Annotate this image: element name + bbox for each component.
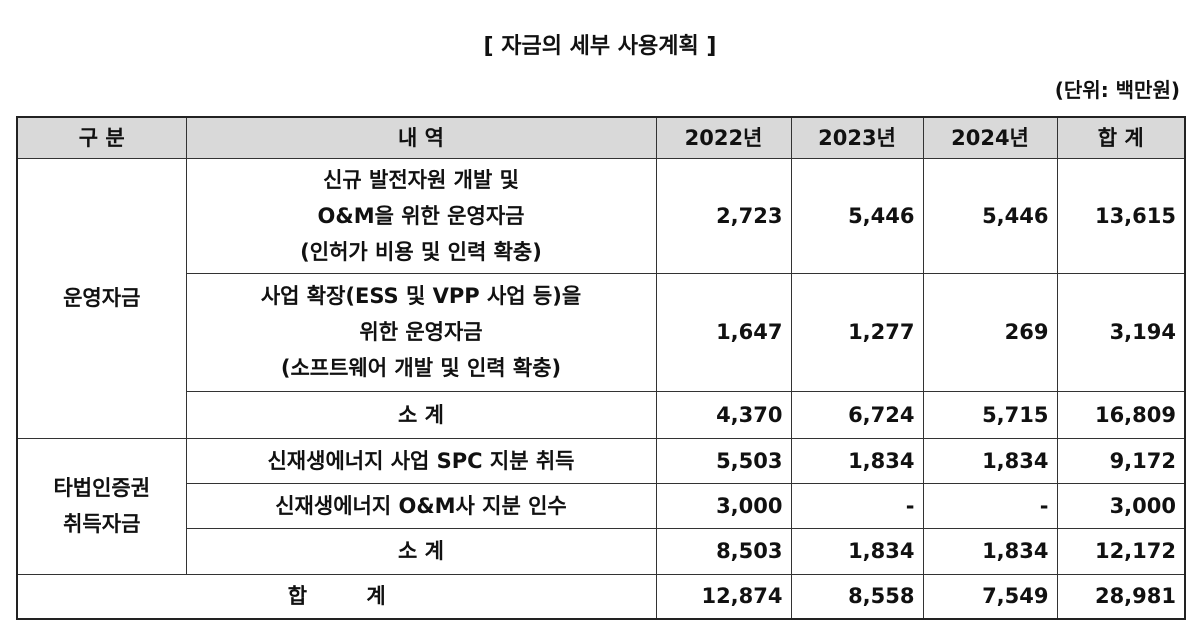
total-value: 12,874 <box>655 573 792 620</box>
value-cell: 9,172 <box>1056 437 1186 484</box>
value-cell: 16,809 <box>1056 390 1186 439</box>
value-cell: 1,834 <box>790 527 924 575</box>
item-line: (인허가 비용 및 인력 확충) <box>300 239 542 264</box>
value-cell: 8,503 <box>655 527 792 575</box>
value-cell: 6,724 <box>790 390 924 439</box>
item-line: 사업 확장(ESS 및 VPP 사업 등)을 <box>260 284 582 308</box>
value-cell: 1,834 <box>922 437 1058 484</box>
total-value: 7,549 <box>922 573 1058 620</box>
header-cell: 합 계 <box>1056 116 1186 159</box>
header-cell: 2023년 <box>790 116 924 159</box>
value-cell: 3,000 <box>655 482 792 529</box>
value-cell: 1,834 <box>790 437 924 484</box>
unit-label: (단위: 백만원) <box>1054 78 1180 102</box>
total-label: 합 계 <box>16 573 657 620</box>
value-cell: - <box>790 482 924 529</box>
value-cell: 4,370 <box>655 390 792 439</box>
value-cell: 5,715 <box>922 390 1058 439</box>
data-row: 소 계 4,370 6,724 5,715 16,809 <box>17 390 1186 439</box>
value-cell: 12,172 <box>1056 527 1186 575</box>
value-cell: 2,723 <box>655 157 792 274</box>
value-cell: 5,446 <box>922 157 1058 274</box>
item-line: 소 계 <box>398 539 444 563</box>
item-cell: 소 계 <box>185 390 657 439</box>
item-cell: 신재생에너지 사업 SPC 지분 취득 <box>185 437 657 484</box>
item-line: (소프트웨어 개발 및 인력 확충) <box>280 356 562 380</box>
item-cell: 신규 발전자원 개발 및 O&M을 위한 운영자금 (인허가 비용 및 인력 확충) <box>185 157 657 274</box>
item-line: 소 계 <box>398 402 444 427</box>
group-name-line: 운영자금 <box>63 286 141 310</box>
header-cell: 구 분 <box>16 116 187 159</box>
value-cell: 13,615 <box>1056 157 1186 274</box>
value-cell: 1,834 <box>922 527 1058 575</box>
value-cell: 3,000 <box>1056 482 1186 529</box>
title: [ 자금의 세부 사용계획 ] <box>483 34 717 59</box>
header-cell: 2022년 <box>655 116 792 159</box>
value-cell: - <box>922 482 1058 529</box>
data-row: 신재생에너지 O&M사 지분 인수 3,000- -3,000 <box>17 482 1186 529</box>
item-line: 위한 운영자금 <box>359 320 483 344</box>
group-name-line: 취득자금 <box>63 512 141 536</box>
value-cell: 5,503 <box>655 437 792 484</box>
item-line: O&M을 위한 운영자금 <box>317 203 525 228</box>
value-cell: 5,446 <box>790 157 924 274</box>
value-cell: 1,277 <box>790 272 924 392</box>
item-cell: 소 계 <box>185 527 657 575</box>
value-cell: 269 <box>922 272 1058 392</box>
group-cell: 운영자금 <box>16 157 187 439</box>
total-value: 28,981 <box>1056 573 1186 620</box>
item-line: 신재생에너지 사업 SPC 지분 취득 <box>267 448 575 473</box>
value-cell: 3,194 <box>1056 272 1186 392</box>
total-row: 합 계 12,874 8,558 7,549 28,981 <box>16 573 1186 620</box>
data-row: 운영자금 신규 발전자원 개발 및 O&M을 위한 운영자금 (인허가 비용 및 인력… <box>16 157 1186 439</box>
header-cell: 내 역 <box>185 116 657 159</box>
data-row: 소 계 8,503 1,834 1,834 12,172 <box>17 527 1186 575</box>
data-row: 타법인증권 취득자금 신재생에너지 사업 SPC 지분 취득 5,503 1,834 1,… <box>16 437 1186 575</box>
value-cell: 1,647 <box>655 272 792 392</box>
item-line: 신재생에너지 O&M사 지분 인수 <box>275 493 567 518</box>
item-line: 신규 발전자원 개발 및 <box>323 167 519 192</box>
header-cell: 2024년 <box>922 116 1058 159</box>
item-cell: 신재생에너지 O&M사 지분 인수 <box>185 482 657 529</box>
group-name-line: 타법인증권 <box>53 476 151 500</box>
total-value: 8,558 <box>790 573 924 620</box>
